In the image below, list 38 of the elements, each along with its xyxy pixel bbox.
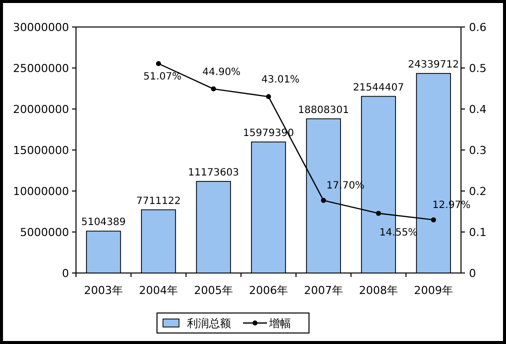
y2-tick-label: 0.1 xyxy=(469,226,486,239)
data-label: 44.90% xyxy=(202,66,241,78)
data-label: 24339712 xyxy=(408,59,459,70)
y2-tick-label: 0 xyxy=(469,267,476,280)
x-tick-label: 2007年 xyxy=(304,284,343,297)
data-label: 11173603 xyxy=(188,167,239,178)
x-tick-label: 2005年 xyxy=(194,284,233,297)
data-label: 5104389 xyxy=(81,217,126,228)
x-tick-label: 2006年 xyxy=(249,284,288,297)
point xyxy=(431,217,436,222)
x-tick-label: 2009年 xyxy=(414,284,453,297)
legend-label: 利润总额 xyxy=(187,317,231,330)
point xyxy=(376,210,381,216)
legend-label: 增幅 xyxy=(268,317,291,330)
y-tick-label: 5000000 xyxy=(20,226,69,239)
y-tick-label: 20000000 xyxy=(13,103,69,116)
y-tick-label: 25000000 xyxy=(13,62,69,75)
y-tick-label: 0 xyxy=(62,267,69,280)
y2-tick-label: 0.3 xyxy=(469,144,486,157)
x-tick-label: 2004年 xyxy=(139,284,178,297)
data-label: 7711122 xyxy=(136,196,181,207)
data-label: 43.01% xyxy=(261,74,300,86)
data-label: 21544407 xyxy=(353,82,404,94)
point xyxy=(266,94,271,100)
y-tick-label: 10000000 xyxy=(13,185,69,198)
point xyxy=(156,61,161,66)
y2-tick-label: 0.5 xyxy=(469,62,486,75)
data-label: 51.07% xyxy=(143,72,182,83)
y2-tick-label: 0.4 xyxy=(469,103,486,116)
x-tick-label: 2008年 xyxy=(359,284,398,297)
y-tick-label: 15000000 xyxy=(13,144,69,157)
y-tick-label: 30000000 xyxy=(13,21,69,34)
x-tick-label: 2003年 xyxy=(84,284,123,297)
point xyxy=(321,198,326,203)
point xyxy=(211,86,216,92)
data-label: 18808301 xyxy=(298,104,349,116)
y2-tick-label: 0.6 xyxy=(469,21,486,34)
y2-tick-label: 0.2 xyxy=(469,185,486,198)
